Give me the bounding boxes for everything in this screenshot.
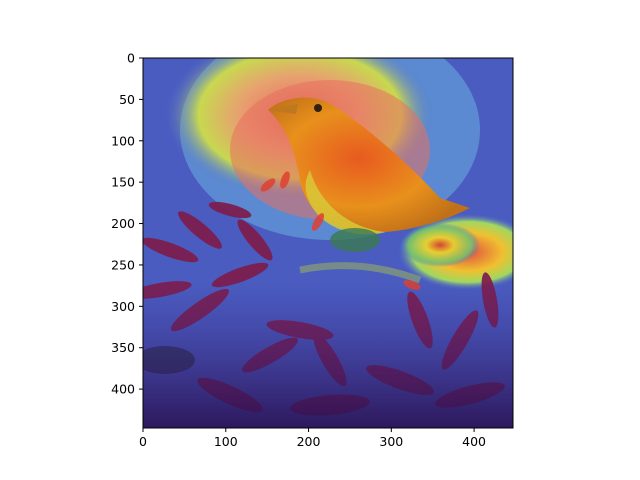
y-tick-label: 400	[111, 382, 135, 397]
y-tick-label: 100	[111, 133, 135, 148]
x-tick-label: 300	[379, 434, 403, 449]
y-axis: 0 50 100 150 200 250 300 350 400	[111, 51, 143, 397]
y-tick-label: 300	[111, 299, 135, 314]
plot-frame	[142, 57, 514, 429]
x-axis: 0 100 200 300 400	[139, 428, 486, 449]
y-tick-label: 150	[111, 175, 135, 190]
heatmap-image	[143, 58, 513, 428]
y-tick-label: 350	[111, 340, 135, 355]
x-tick-label: 400	[462, 434, 486, 449]
x-tick-label: 200	[297, 434, 321, 449]
x-tick-label: 0	[139, 434, 147, 449]
x-tick-label: 100	[214, 434, 238, 449]
y-tick-label: 250	[111, 257, 135, 272]
y-tick-label: 50	[119, 92, 135, 107]
y-tick-label: 0	[127, 51, 135, 66]
y-tick-label: 200	[111, 216, 135, 231]
